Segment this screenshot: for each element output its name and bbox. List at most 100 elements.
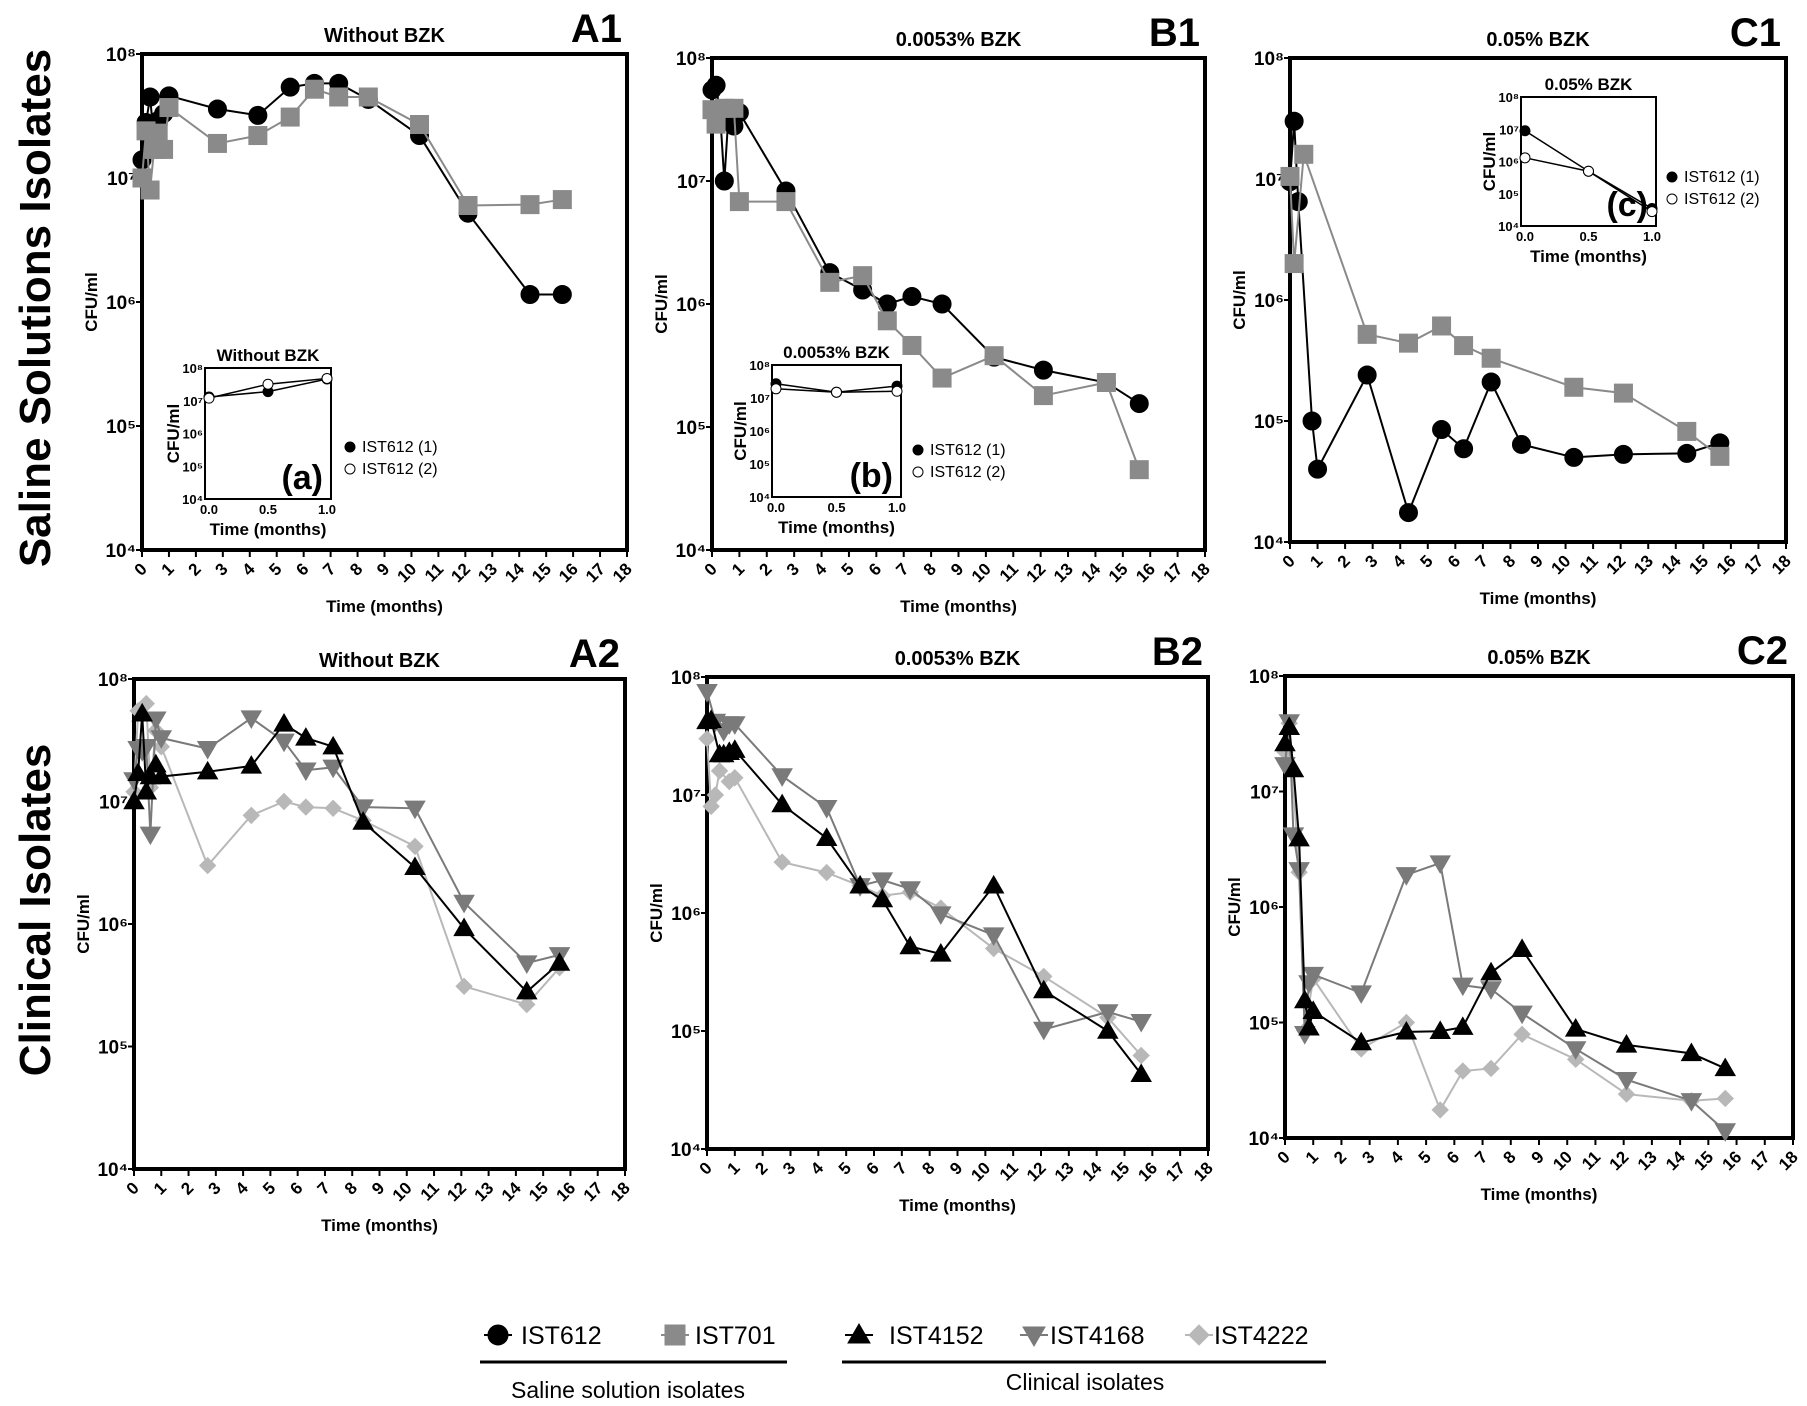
- x-tick-label: 16: [555, 559, 582, 586]
- data-point: [150, 765, 173, 785]
- data-point: [1613, 444, 1633, 464]
- x-tick-label: 18: [1768, 551, 1795, 578]
- data-point: [240, 755, 263, 774]
- data-point: [404, 856, 426, 876]
- data-point: [1429, 1020, 1451, 1039]
- x-tick-label: 3: [783, 559, 803, 579]
- inset-series: [203, 372, 333, 404]
- x-tick-label: 1: [728, 559, 748, 579]
- x-tick-label: 7: [319, 559, 339, 579]
- data-point: [1480, 961, 1502, 981]
- inset-y-label: CFU/ml: [731, 401, 750, 461]
- x-axis-label: Time (months): [321, 1216, 438, 1235]
- data-point: [706, 786, 725, 804]
- data-point: [1680, 1042, 1703, 1062]
- data-point: [322, 735, 344, 755]
- x-tick-label: 3: [205, 1178, 225, 1198]
- data-point: [273, 713, 295, 732]
- data-point: [724, 98, 744, 118]
- series-line: [1284, 726, 1726, 1070]
- y-tick-label: 10⁴: [105, 541, 136, 562]
- panel-title: 0.0053% BZK: [896, 29, 1022, 51]
- x-tick-label: 11: [996, 1158, 1022, 1184]
- x-tick-label: 4: [807, 1158, 828, 1179]
- x-tick-label: 5: [1415, 1147, 1435, 1167]
- x-tick-label: 12: [447, 559, 474, 586]
- data-point: [930, 906, 952, 925]
- data-point: [1431, 1101, 1449, 1119]
- data-point: [150, 730, 173, 749]
- x-tick-label: 8: [920, 559, 940, 579]
- legend: IST612 IST701 IST4152 IST4168 IST4222 Saline …: [480, 1322, 1326, 1403]
- data-point: [154, 139, 174, 159]
- series-ist701: [702, 98, 1149, 480]
- row-label-saline: Saline Solutions Isolates: [11, 49, 60, 567]
- data-point: [1129, 460, 1149, 480]
- data-point: [982, 874, 1005, 894]
- legend-group-clinical: Clinical isolates: [1006, 1369, 1165, 1395]
- x-tick-label: 5: [259, 1178, 279, 1198]
- inset-data-point: [321, 372, 333, 384]
- data-point: [1033, 360, 1053, 380]
- data-point: [140, 87, 160, 107]
- data-point: [1615, 1033, 1638, 1053]
- x-tick-label: 7: [892, 559, 912, 579]
- data-point: [1677, 443, 1697, 463]
- series-line: [133, 713, 561, 994]
- x-tick-label: 4: [810, 559, 831, 580]
- panel-title: Without BZK: [324, 25, 445, 47]
- data-point: [139, 826, 162, 846]
- x-tick-label: 13: [1634, 1147, 1661, 1174]
- y-tick-label: 10⁴: [1248, 1129, 1279, 1150]
- y-tick-label: 10⁷: [107, 169, 136, 190]
- legend-label-ist4222: IST4222: [1214, 1322, 1309, 1350]
- x-tick-label: 9: [368, 1178, 388, 1198]
- inset-x-tick-label: 1.0: [888, 500, 906, 515]
- data-point: [1480, 981, 1502, 1000]
- panel-letter: C1: [1730, 11, 1781, 55]
- data-point: [159, 98, 179, 118]
- x-tick-label: 15: [1105, 559, 1132, 586]
- data-point: [135, 780, 158, 800]
- x-tick-label: 1: [150, 1178, 170, 1198]
- x-tick-label: 12: [443, 1178, 470, 1205]
- data-point: [1284, 254, 1304, 274]
- data-point: [207, 99, 227, 119]
- inset-legend-label: IST612 (1): [362, 439, 438, 456]
- x-tick-label: 10: [389, 1178, 416, 1205]
- inset-x-label: Time (months): [210, 520, 327, 539]
- inset-y-tick-label: 10⁵: [182, 459, 203, 474]
- series-line: [1284, 723, 1726, 1113]
- x-tick-label: 16: [1132, 559, 1159, 586]
- inset-data-point: [1519, 125, 1531, 137]
- x-tick-label: 6: [863, 1158, 883, 1178]
- data-point: [1357, 324, 1377, 344]
- x-tick-label: 14: [501, 559, 528, 586]
- inset-data-point: [831, 386, 842, 398]
- y-tick-label: 10⁵: [671, 1022, 701, 1043]
- x-tick-label: 9: [1527, 551, 1547, 571]
- x-tick-label: 5: [1416, 551, 1436, 571]
- data-point: [729, 192, 749, 212]
- plot-frame: [1283, 674, 1795, 1140]
- panel-letter: B1: [1149, 11, 1200, 55]
- data-point: [1714, 1057, 1737, 1077]
- inset-title: 0.0053% BZK: [783, 343, 890, 362]
- series-ist612: [1280, 111, 1730, 523]
- inset-data-point: [1646, 206, 1658, 218]
- x-tick-label: 6: [292, 559, 312, 579]
- data-point: [820, 272, 840, 292]
- data-point: [1130, 1063, 1152, 1082]
- y-tick-label: 10⁶: [1254, 291, 1284, 312]
- x-tick-label: 14: [1658, 551, 1685, 578]
- data-point: [1033, 979, 1055, 999]
- x-tick-label: 11: [421, 559, 447, 585]
- x-tick-label: 3: [1361, 551, 1381, 571]
- data-point: [123, 790, 145, 810]
- data-point: [932, 368, 952, 388]
- data-point: [1432, 316, 1452, 336]
- inset-legend-label: IST612 (2): [930, 464, 1006, 481]
- data-point: [700, 709, 722, 728]
